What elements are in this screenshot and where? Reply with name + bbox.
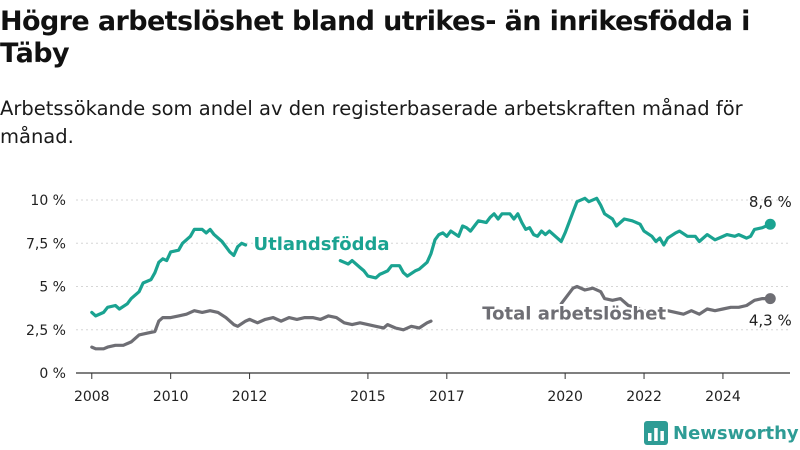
y-tick-label: 10 %	[30, 193, 66, 209]
x-tick-label: 2010	[153, 389, 189, 405]
x-tick-label: 2022	[626, 389, 662, 405]
y-tick-label: 5 %	[39, 280, 66, 296]
series-line-segment	[338, 196, 772, 280]
brand-name: Newsworthy	[673, 422, 799, 444]
grid-lines	[76, 199, 790, 331]
y-tick-label: 7,5 %	[26, 236, 66, 252]
x-tick-label: 2024	[705, 389, 741, 405]
brand-logo: Newsworthy	[644, 420, 799, 446]
series-name-label: Utlandsfödda	[254, 234, 390, 255]
chart-subtitle: Arbetssökande som andel av den registerb…	[0, 97, 743, 148]
line-chart: 0 % 2,5 % 5 % 7,5 % 10 % 2008 2010 2012 2015 2017…	[26, 193, 792, 405]
series-lines	[90, 196, 776, 351]
series-line-segment	[559, 284, 772, 316]
axes: 0 % 2,5 % 5 % 7,5 % 10 % 2008 2010 2012 2015 2017…	[26, 193, 790, 405]
end-value-label: 8,6 %	[749, 193, 792, 211]
chart-title: Högre arbetslöshet bland utrikes- än inr…	[0, 6, 750, 69]
bar-chart-logo-icon	[644, 421, 668, 445]
x-tick-label: 2015	[350, 389, 386, 405]
x-tick-label: 2017	[429, 389, 465, 405]
series-name-label: Total arbetslöshet	[482, 303, 666, 324]
series-end-point	[764, 293, 776, 305]
series-end-point	[764, 218, 776, 230]
x-tick-label: 2008	[74, 389, 110, 405]
series-line-segment	[90, 309, 433, 351]
series-labels: Utlandsfödda Total arbetslöshet 8,6 % 4,3 %	[252, 193, 792, 330]
y-tick-label: 0 %	[39, 366, 66, 382]
end-value-label: 4,3 %	[749, 312, 792, 330]
y-tick-label: 2,5 %	[26, 323, 66, 339]
x-tick-label: 2020	[547, 389, 583, 405]
x-tick-label: 2012	[232, 389, 268, 405]
series-line-segment	[90, 227, 248, 318]
